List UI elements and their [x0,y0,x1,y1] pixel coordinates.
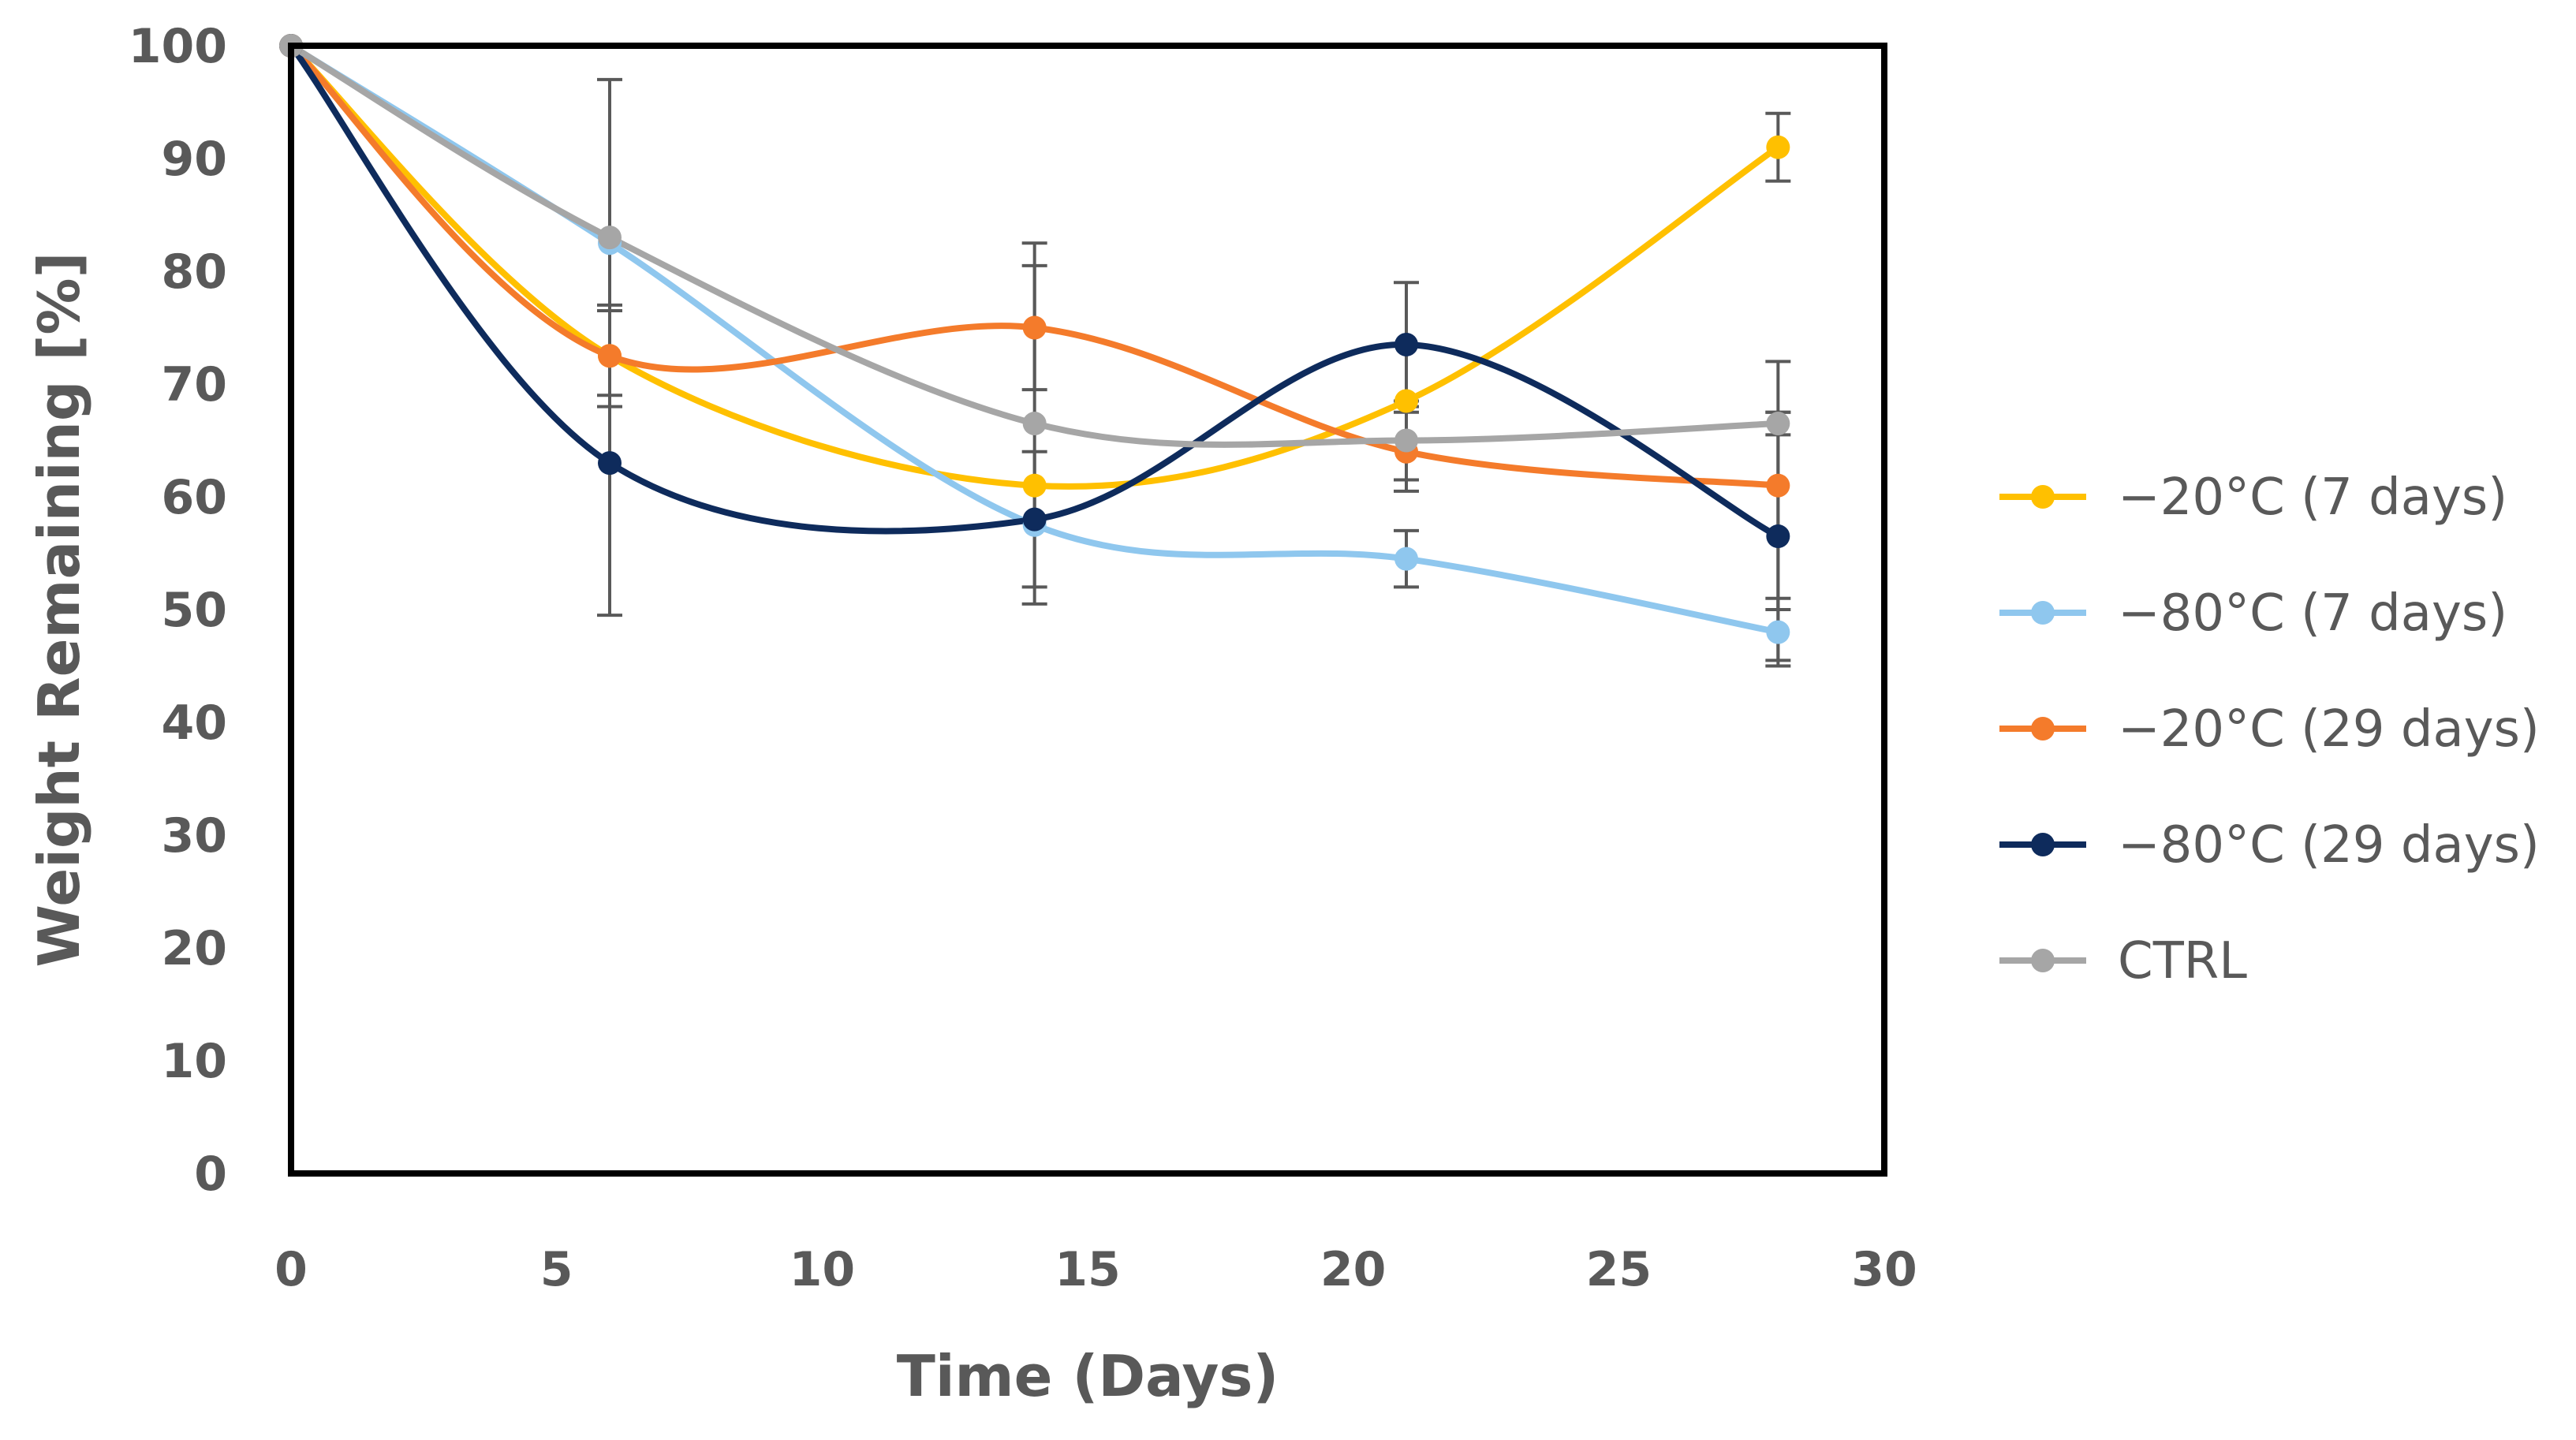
legend-label: −20°C (7 days) [2118,468,2507,527]
y-tick-label: 40 [162,696,228,751]
legend: −20°C (7 days) −80°C (7 days) −20°C (29 da… [1999,468,2540,990]
legend-entry-ctrl: CTRL [1999,932,2247,990]
x-tick-label: 0 [274,1242,308,1297]
x-axis-title: Time (Days) [897,1343,1279,1409]
legend-entry-20-c-7-days: −20°C (7 days) [1999,468,2507,527]
x-tick-label: 25 [1586,1242,1652,1297]
legend-swatch-marker [2031,601,2055,625]
data-point-20-c-29-days-1 [598,344,622,368]
x-tick-label: 15 [1055,1242,1121,1297]
legend-entry-20-c-29-days: −20°C (29 days) [1999,700,2540,759]
legend-label: −80°C (7 days) [2118,584,2507,643]
y-tick-label: 0 [194,1147,227,1202]
y-tick-label: 30 [162,808,228,864]
y-tick-label: 60 [162,470,228,525]
plot-area [288,43,1887,1177]
data-point-20-c-29-days-2 [1022,315,1047,340]
y-tick-label: 100 [129,19,227,74]
data-point-ctrl-3 [1394,428,1418,453]
data-point-80-c-7-days-3 [1394,547,1418,571]
data-point-80-c-29-days-1 [598,451,622,476]
data-point-80-c-29-days-4 [1766,524,1790,549]
data-point-ctrl-4 [1766,412,1790,436]
data-point-20-c-29-days-4 [1766,473,1790,498]
legend-entry-80-c-7-days: −80°C (7 days) [1999,584,2507,643]
y-tick-label: 10 [162,1034,228,1089]
legend-label: −80°C (29 days) [2118,816,2540,875]
y-axis-tick-labels: 0 10 20 30 40 50 60 70 80 90 100 [129,19,227,1202]
data-point-20-c-7-days-2 [1022,473,1047,498]
legend-label: CTRL [2118,932,2247,990]
data-point-ctrl-1 [598,226,622,250]
legend-swatch-marker [2031,717,2055,741]
y-tick-label: 50 [162,583,228,638]
data-point-20-c-7-days-4 [1766,135,1790,159]
legend-swatch-marker [2031,949,2055,972]
data-point-80-c-7-days-4 [1766,620,1790,644]
y-tick-label: 90 [162,132,228,187]
data-point-80-c-29-days-3 [1394,332,1418,356]
series-line-20-c-29-days [289,43,1779,489]
y-tick-label: 20 [162,921,228,976]
x-axis-tick-labels: 0 5 10 15 20 25 30 [274,1242,1917,1297]
y-axis-title: Weight Remaining [%] [26,252,92,968]
y-tick-label: 80 [162,244,228,300]
data-point-80-c-29-days-2 [1022,507,1047,532]
legend-swatch-marker [2031,485,2055,509]
x-tick-label: 30 [1851,1242,1917,1297]
data-point-ctrl-2 [1022,412,1047,436]
x-tick-label: 5 [540,1242,573,1297]
x-tick-label: 20 [1320,1242,1387,1297]
y-tick-label: 70 [162,357,228,412]
x-tick-label: 10 [790,1242,856,1297]
data-point-20-c-7-days-3 [1394,389,1418,413]
legend-entry-80-c-29-days: −80°C (29 days) [1999,816,2540,875]
legend-swatch-marker [2031,833,2055,856]
legend-label: −20°C (29 days) [2118,700,2540,759]
